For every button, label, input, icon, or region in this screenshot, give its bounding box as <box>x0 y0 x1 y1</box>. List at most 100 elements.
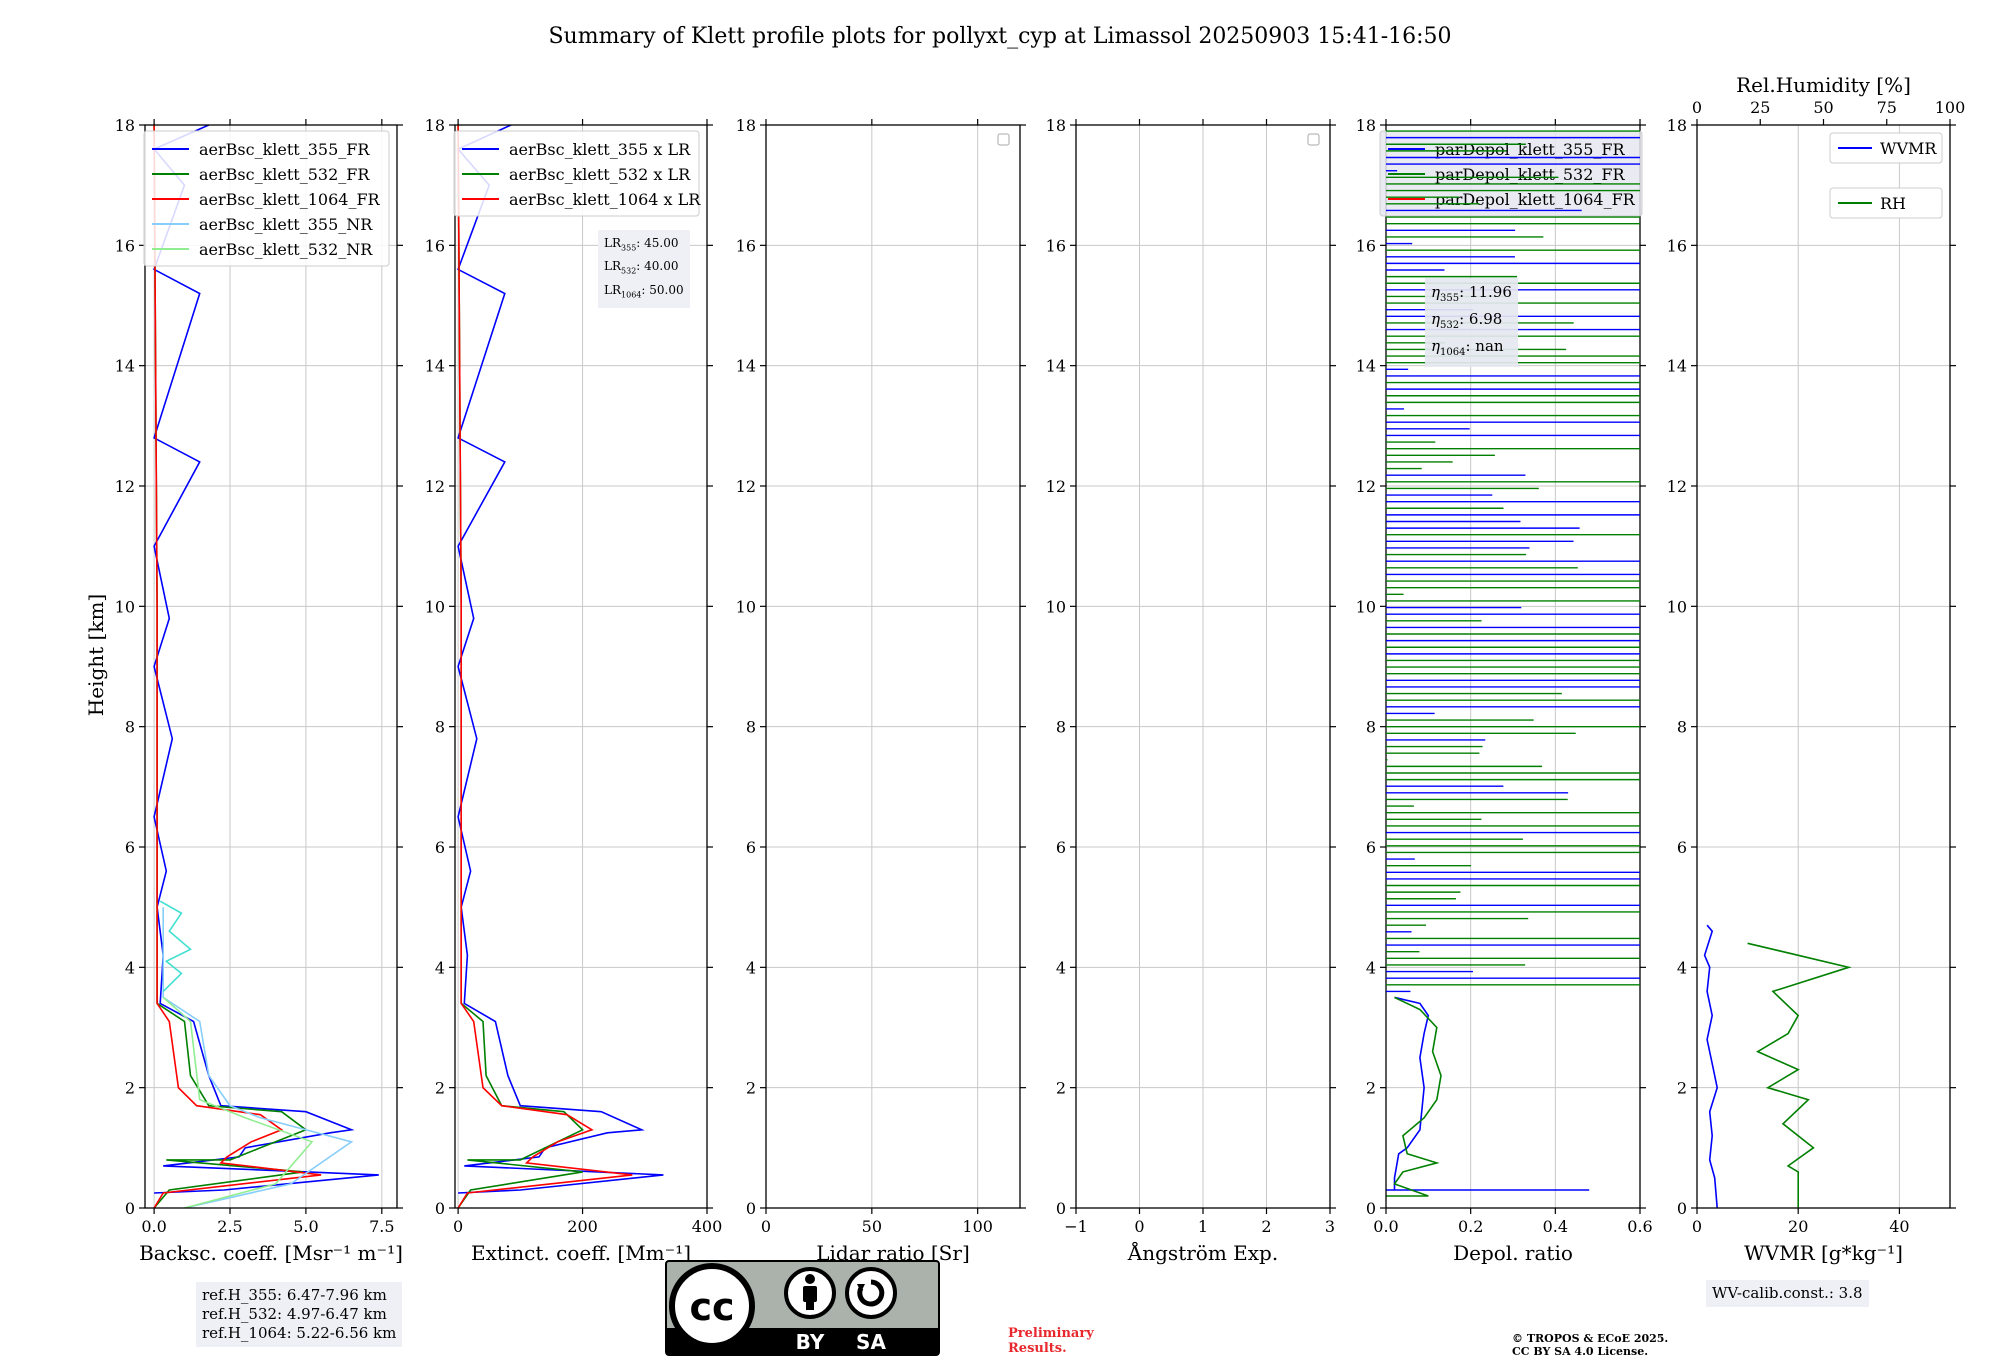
x-tick-label: 0.4 <box>1543 1217 1568 1236</box>
cc-icon <box>669 1263 755 1349</box>
x-tick-label: 7.5 <box>369 1217 394 1236</box>
x-axis-label: Ångström Exp. <box>1127 1240 1278 1265</box>
y-tick-label: 0 <box>1677 1199 1687 1218</box>
depol-noise-traces <box>1386 130 1640 993</box>
cc-by-sa-license-badge: cc BY SA <box>665 1260 940 1356</box>
svg-text:cc: cc <box>689 1285 734 1329</box>
y-tick-label: 6 <box>746 838 756 857</box>
series-line-parDepol_klett_532_FR <box>1386 996 1442 1197</box>
y-tick-label: 4 <box>746 958 756 977</box>
legend-label: aerBsc_klett_1064 x LR <box>509 190 701 209</box>
series-line-aerBsc_klett_1064 x LR <box>457 125 633 1208</box>
y-tick-label: 12 <box>115 477 135 496</box>
legend-box <box>143 130 390 267</box>
lr-532-text: LR532: 40.00 <box>604 259 679 276</box>
y-tick-label: 14 <box>1667 357 1687 376</box>
y-tick-label: 12 <box>425 477 445 496</box>
panel-wvmr: 0 2 4 6 8 10 12 14 16 18 0 20 40 WVMR [g*kg⁻¹] 0 25 50 75… <box>1667 73 1966 1265</box>
sa-label: SA <box>856 1330 886 1354</box>
x-axis-label: Depol. ratio <box>1453 1241 1573 1265</box>
top-x-tick-label: 25 <box>1750 98 1770 117</box>
lr-355-text: LR355: 45.00 <box>604 236 679 253</box>
x-tick-label: 0 <box>761 1217 771 1236</box>
x-axis-label: WVMR [g*kg⁻¹] <box>1744 1241 1903 1265</box>
y-tick-label: 6 <box>1056 838 1066 857</box>
x-tick-label: 0 <box>1692 1217 1702 1236</box>
x-tick-label: 40 <box>1889 1217 1909 1236</box>
y-tick-label: 2 <box>435 1079 445 1098</box>
y-tick-label: 8 <box>125 718 135 737</box>
x-tick-label: 3 <box>1325 1217 1335 1236</box>
y-tick-label: 18 <box>115 116 135 135</box>
y-tick-label: 4 <box>435 958 445 977</box>
y-tick-label: 2 <box>1366 1079 1376 1098</box>
legend-label: aerBsc_klett_1064_FR <box>199 190 381 209</box>
y-tick-label: 12 <box>1667 477 1687 496</box>
y-tick-label: 12 <box>736 477 756 496</box>
refH-box: ref.H_355: 6.47-7.96 km ref.H_532: 4.97-… <box>196 1282 403 1347</box>
refH-355-text: ref.H_355: 6.47-7.96 km <box>202 1286 387 1304</box>
y-tick-label: 16 <box>1667 236 1687 255</box>
y-tick-label: 0 <box>1056 1199 1066 1218</box>
legend-label: aerBsc_klett_532 x LR <box>509 165 691 184</box>
y-tick-label: 8 <box>1056 718 1066 737</box>
x-tick-label: 0.2 <box>1458 1217 1483 1236</box>
x-tick-label: 200 <box>567 1217 598 1236</box>
y-tick-label: 14 <box>115 357 135 376</box>
y-tick-label: 4 <box>1677 958 1687 977</box>
y-tick-label: 4 <box>1056 958 1066 977</box>
figure-title: Summary of Klett profile plots for polly… <box>548 24 1451 49</box>
legend-label: aerBsc_klett_355_FR <box>199 140 370 159</box>
y-tick-label: 14 <box>1356 357 1376 376</box>
top-x-tick-label: 100 <box>1935 98 1966 117</box>
y-tick-label: 14 <box>425 357 445 376</box>
legend-label: WVMR <box>1880 139 1937 158</box>
x-tick-label: 0 <box>453 1217 463 1236</box>
preliminary-results-note: Preliminary Results. <box>1008 1326 1094 1356</box>
y-tick-label: 10 <box>1667 597 1687 616</box>
series-line-extra-5 <box>159 900 192 992</box>
top-x-tick-label: 0 <box>1692 98 1702 117</box>
y-tick-label: 6 <box>435 838 445 857</box>
copyright-note: © TROPOS & ECoE 2025. CC BY SA 4.0 Licen… <box>1512 1332 1669 1358</box>
y-tick-label: 18 <box>425 116 445 135</box>
wv-calib-box: WV-calib.const.: 3.8 <box>1706 1280 1869 1307</box>
x-axis-label: Extinct. coeff. [Mm⁻¹] <box>471 1241 691 1265</box>
legend-label: parDepol_klett_1064_FR <box>1435 190 1636 209</box>
y-tick-label: 12 <box>1046 477 1066 496</box>
x-tick-label: 5.0 <box>293 1217 318 1236</box>
eta-1064-text: η1064: nan <box>1431 337 1504 358</box>
axes-frame <box>1696 124 1951 1209</box>
y-tick-label: 16 <box>736 236 756 255</box>
y-tick-label: 18 <box>1667 116 1687 135</box>
axes-frame <box>144 124 398 1209</box>
y-tick-label: 8 <box>746 718 756 737</box>
y-tick-label: 16 <box>425 236 445 255</box>
legend-label: parDepol_klett_355_FR <box>1435 140 1626 159</box>
x-tick-label: 0.0 <box>1373 1217 1398 1236</box>
series-line-WVMR <box>1703 924 1719 1208</box>
top-x-axis-label: Rel.Humidity [%] <box>1736 73 1911 97</box>
panel-backscatter: 0 2 4 6 8 10 12 14 16 18 0.0 2.5 5.0 7.5 Backsc. coeff… <box>115 116 403 1265</box>
y-tick-label: 0 <box>125 1199 135 1218</box>
y-tick-label: 0 <box>435 1199 445 1218</box>
series-line-aerBsc_klett_1064_FR <box>153 125 322 1208</box>
empty-legend-box <box>997 133 1010 146</box>
y-tick-label: 6 <box>1366 838 1376 857</box>
y-tick-label: 8 <box>1677 718 1687 737</box>
x-tick-label: 20 <box>1788 1217 1808 1236</box>
x-tick-label: 0.6 <box>1627 1217 1652 1236</box>
legend-label: aerBsc_klett_532_FR <box>199 165 370 184</box>
legend-label: RH <box>1880 194 1906 213</box>
axes-frame <box>454 124 708 1209</box>
top-x-tick-label: 50 <box>1813 98 1833 117</box>
y-tick-label: 4 <box>125 958 135 977</box>
series-line-aerBsc_klett_355_FR <box>152 125 379 1194</box>
x-tick-label: −1 <box>1064 1217 1088 1236</box>
y-tick-label: 18 <box>1356 116 1376 135</box>
refH-532-text: ref.H_532: 4.97-6.47 km <box>202 1305 387 1323</box>
